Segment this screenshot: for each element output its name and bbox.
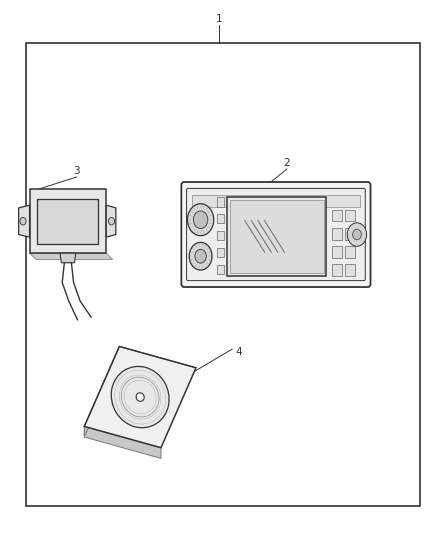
Bar (345, 228, 355, 240)
Bar (26, 43, 420, 506)
Bar (217, 265, 224, 274)
Polygon shape (84, 346, 119, 437)
Circle shape (109, 217, 115, 225)
FancyBboxPatch shape (181, 182, 371, 287)
Bar (217, 214, 224, 223)
Polygon shape (30, 189, 106, 253)
Bar (332, 246, 342, 257)
Bar (332, 264, 342, 276)
Bar (217, 248, 224, 257)
Bar (332, 209, 342, 222)
Bar (227, 197, 326, 276)
Bar (192, 195, 360, 207)
Ellipse shape (111, 366, 169, 428)
Circle shape (347, 223, 367, 246)
Text: 4: 4 (235, 347, 242, 357)
Circle shape (194, 211, 208, 229)
Circle shape (195, 249, 206, 263)
Ellipse shape (136, 393, 144, 401)
Polygon shape (60, 253, 76, 263)
Bar (217, 231, 224, 240)
FancyBboxPatch shape (187, 188, 365, 280)
Circle shape (187, 204, 214, 236)
Bar (217, 197, 224, 206)
Circle shape (189, 243, 212, 270)
Bar (345, 264, 355, 276)
Polygon shape (84, 426, 161, 458)
Circle shape (353, 229, 361, 240)
Circle shape (20, 217, 26, 225)
Bar (38, 199, 98, 244)
Text: 2: 2 (283, 158, 290, 167)
Text: 1: 1 (215, 14, 223, 23)
Text: 3: 3 (73, 166, 80, 175)
Polygon shape (84, 346, 196, 448)
Bar (345, 209, 355, 222)
Polygon shape (106, 205, 116, 237)
Bar (332, 228, 342, 240)
Polygon shape (30, 253, 113, 260)
Bar (230, 200, 324, 272)
Polygon shape (18, 205, 30, 237)
Bar (345, 246, 355, 257)
